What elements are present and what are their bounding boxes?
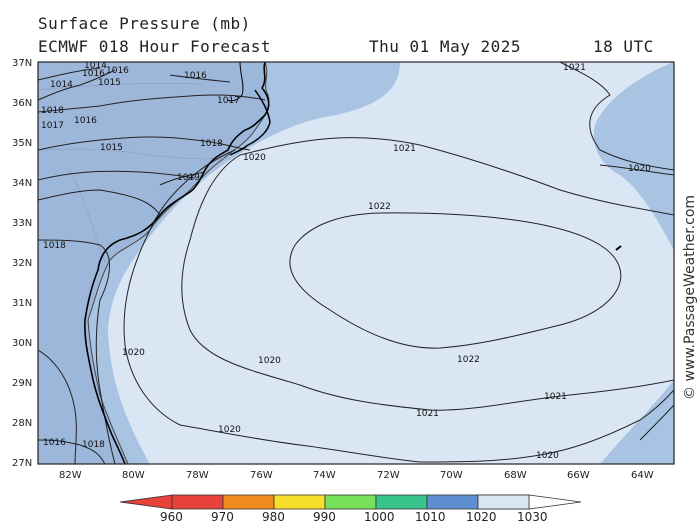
- lon-label: 64W: [631, 470, 654, 481]
- isobar-label: 1015: [100, 143, 123, 153]
- lon-label: 80W: [122, 470, 145, 481]
- isobar-label: 1014: [84, 61, 107, 71]
- lat-label: 27N: [12, 458, 32, 469]
- isobar-label: 1020: [258, 356, 281, 366]
- isobar-label: 1016: [106, 66, 129, 76]
- colorbar-tick-label: 1010: [415, 510, 446, 524]
- state-border: [38, 82, 201, 91]
- lon-label: 72W: [377, 470, 400, 481]
- colorbar-arrow-low: [119, 494, 173, 510]
- forecast-time: 18 UTC: [593, 37, 654, 56]
- chesapeake: [227, 62, 244, 102]
- colorbar-tick-label: 1000: [364, 510, 395, 524]
- lon-label: 74W: [313, 470, 336, 481]
- forecast-model: ECMWF 018 Hour Forecast: [38, 37, 272, 56]
- lat-label: 29N: [12, 378, 32, 389]
- pressure-map: [38, 62, 674, 464]
- isobar-label: 1020: [122, 348, 145, 358]
- isobar-label: 1020: [243, 153, 266, 163]
- colorbar-segment: [426, 494, 479, 510]
- isobar-label: 1021: [563, 63, 586, 73]
- colorbar-segment: [273, 494, 326, 510]
- latitude-axis: 37N 36N 35N 34N 33N 32N 31N 30N 29N 28N …: [12, 58, 32, 469]
- isobar-label: 1020: [628, 164, 651, 174]
- isobar-label: 1018: [82, 440, 105, 450]
- isobar-labels: 1014 1016 1016 1015 1016 1014 1018 1016 …: [41, 61, 651, 461]
- isobar-label: 1016: [184, 71, 207, 81]
- isobar-label: 1016: [82, 69, 105, 79]
- coastline: [84, 62, 270, 464]
- colorbar-arrow-high: [528, 494, 582, 510]
- isobar-label: 1016: [74, 116, 97, 126]
- colorbar-tick-label: 980: [262, 510, 285, 524]
- isobar-label: 1016: [43, 438, 66, 448]
- lon-label: 70W: [440, 470, 463, 481]
- lon-label: 82W: [59, 470, 82, 481]
- isobar-label: 1018: [200, 139, 223, 149]
- isobar-label: 1018: [41, 106, 64, 116]
- colorbar-segment: [375, 494, 428, 510]
- colorbar-tick-label: 1030: [517, 510, 548, 524]
- isobar-label: 1019: [177, 173, 200, 183]
- low-pressure-region-east: [593, 62, 674, 250]
- isobar-label: 1017: [217, 96, 240, 106]
- lat-label: 35N: [12, 138, 32, 149]
- credit-watermark: © www.PassageWeather.com: [682, 195, 698, 400]
- isobar-label: 1022: [457, 355, 480, 365]
- forecast-date: Thu 01 May 2025: [369, 37, 521, 56]
- isobar-label: 1021: [416, 409, 439, 419]
- state-border: [38, 148, 231, 160]
- lat-label: 33N: [12, 218, 32, 229]
- lon-label: 68W: [504, 470, 527, 481]
- lat-label: 28N: [12, 418, 32, 429]
- isobar-label: 1018: [43, 241, 66, 251]
- isobar-label: 1014: [50, 80, 73, 90]
- lon-label: 66W: [567, 470, 590, 481]
- colorbar-segment: [324, 494, 377, 510]
- isobar-label: 1015: [98, 78, 121, 88]
- lat-label: 31N: [12, 298, 32, 309]
- isobar-label: 1020: [218, 425, 241, 435]
- chart-title: Surface Pressure (mb): [38, 14, 251, 33]
- pressure-colorbar: 960 970 980 990 1000 1010 1020 1030: [119, 494, 582, 524]
- map-frame: [37, 61, 675, 465]
- lat-label: 37N: [12, 58, 32, 69]
- isobar-label: 1020: [536, 451, 559, 461]
- colorbar-segment: [171, 494, 224, 510]
- lon-label: 78W: [186, 470, 209, 481]
- bermuda-island: [615, 245, 622, 251]
- colorbar-tick-label: 1020: [466, 510, 497, 524]
- colorbar-segment: [222, 494, 275, 510]
- lat-label: 32N: [12, 258, 32, 269]
- isobar-label: 1021: [544, 392, 567, 402]
- colorbar-tick-label: 970: [211, 510, 234, 524]
- isobar-label: 1022: [368, 202, 391, 212]
- colorbar-tick-label: 990: [313, 510, 336, 524]
- isobar-lines: [38, 62, 674, 464]
- lon-label: 76W: [250, 470, 273, 481]
- lat-label: 34N: [12, 178, 32, 189]
- lat-label: 30N: [12, 338, 32, 349]
- colorbar-tick-label: 960: [160, 510, 183, 524]
- lat-label: 36N: [12, 98, 32, 109]
- isobar-label: 1021: [393, 144, 416, 154]
- low-pressure-region-southeast: [600, 380, 674, 464]
- longitude-axis: 82W 80W 78W 76W 74W 72W 70W 68W 66W 64W: [59, 470, 654, 481]
- colorbar-segment: [477, 494, 530, 510]
- outer-banks: [229, 89, 271, 156]
- isobar-label: 1017: [41, 121, 64, 131]
